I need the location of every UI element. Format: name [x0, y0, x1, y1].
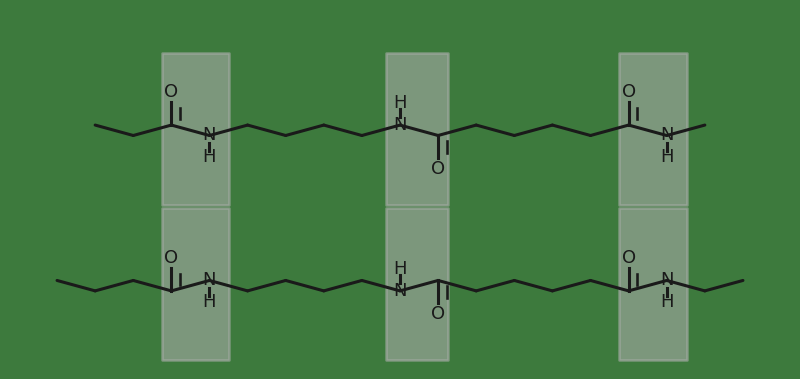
Text: N: N	[394, 282, 406, 300]
Bar	[619, 208, 686, 360]
Text: H: H	[394, 94, 406, 112]
Bar	[162, 208, 230, 360]
Text: O: O	[164, 83, 178, 101]
Text: O: O	[431, 160, 445, 178]
Text: H: H	[660, 293, 674, 311]
Text: N: N	[660, 127, 674, 144]
Bar	[619, 53, 686, 205]
Text: O: O	[164, 249, 178, 267]
Text: H: H	[660, 149, 674, 166]
Text: N: N	[660, 271, 674, 290]
Bar	[386, 53, 448, 205]
Text: O: O	[622, 83, 636, 101]
Text: H: H	[394, 260, 406, 278]
Text: H: H	[202, 293, 216, 311]
Bar	[162, 53, 230, 205]
Text: H: H	[202, 149, 216, 166]
Bar	[386, 208, 448, 360]
Text: O: O	[431, 305, 445, 323]
Text: O: O	[622, 249, 636, 267]
Text: N: N	[202, 127, 216, 144]
Text: N: N	[394, 116, 406, 134]
Text: N: N	[202, 271, 216, 290]
